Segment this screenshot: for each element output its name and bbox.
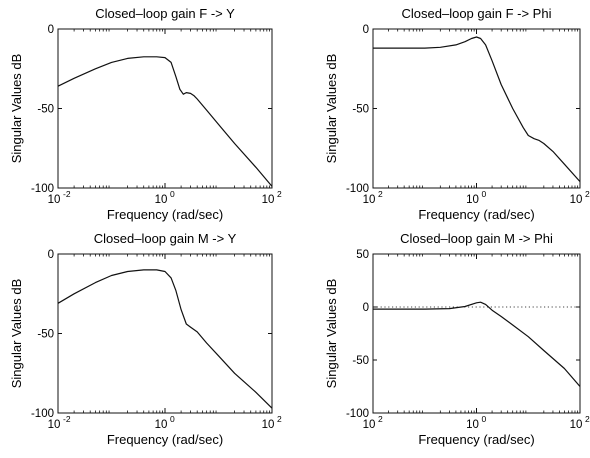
axes-box	[57, 28, 273, 189]
y-tick-label: -100	[346, 183, 369, 195]
x-axis-label: Frequency (rad/sec)	[107, 432, 223, 447]
y-axis-label: Singular Values dB	[324, 279, 339, 389]
x-tick-label: 10	[262, 419, 275, 431]
y-tick-label: -100	[31, 408, 54, 420]
y-axis-label: Singular Values dB	[9, 279, 24, 389]
x-tick-label: 10	[570, 419, 583, 431]
axes-box	[57, 253, 273, 414]
chart-title: Closed–loop gain F -> Phi	[402, 6, 552, 21]
x-tick-label: 10	[155, 419, 168, 431]
x-tick-exponent: 0	[170, 189, 175, 199]
x-tick-exponent: 2	[277, 414, 282, 424]
x-tick-label: 10	[155, 194, 168, 206]
x-tick-label: 10	[48, 194, 61, 206]
x-tick-label: 10	[570, 194, 583, 206]
x-tick-label: 10	[466, 194, 479, 206]
x-tick-exponent: 2	[585, 189, 590, 199]
axes-box	[372, 28, 581, 189]
y-tick-label: -50	[352, 104, 369, 116]
chart-title: Closed–loop gain F -> Y	[95, 6, 235, 21]
y-tick-label: 0	[363, 24, 369, 36]
y-tick-label: 0	[48, 249, 54, 261]
x-tick-label: 10	[262, 194, 275, 206]
singular-value-curve	[57, 56, 273, 187]
axes-box	[372, 253, 581, 414]
y-tick-label: -100	[31, 183, 54, 195]
y-tick-label: 50	[356, 249, 369, 261]
x-tick-exponent: -2	[63, 414, 71, 424]
x-axis-label: Frequency (rad/sec)	[418, 432, 534, 447]
y-tick-label: -50	[37, 329, 54, 341]
x-tick-exponent: 0	[482, 414, 487, 424]
y-tick-label: 0	[363, 302, 369, 314]
y-tick-label: 0	[48, 24, 54, 36]
x-axis-label: Frequency (rad/sec)	[418, 207, 534, 222]
y-tick-label: -100	[346, 408, 369, 420]
x-tick-exponent: 0	[482, 189, 487, 199]
x-axis-label: Frequency (rad/sec)	[107, 207, 223, 222]
singular-value-curve	[373, 301, 581, 387]
singular-value-curve	[373, 36, 581, 183]
x-tick-exponent: 2	[378, 189, 383, 199]
singular-value-curve	[57, 269, 273, 409]
x-tick-label: 10	[48, 419, 61, 431]
x-tick-exponent: 0	[170, 414, 175, 424]
y-tick-label: -50	[37, 104, 54, 116]
chart-title: Closed–loop gain M -> Phi	[400, 231, 553, 246]
y-tick-label: -50	[352, 355, 369, 367]
x-tick-label: 10	[363, 419, 376, 431]
x-tick-label: 10	[363, 194, 376, 206]
x-tick-exponent: -2	[63, 189, 71, 199]
chart-title: Closed–loop gain M -> Y	[94, 231, 237, 246]
x-tick-exponent: 2	[277, 189, 282, 199]
x-tick-label: 10	[466, 419, 479, 431]
x-tick-exponent: 2	[585, 414, 590, 424]
y-axis-label: Singular Values dB	[9, 54, 24, 164]
y-axis-label: Singular Values dB	[324, 54, 339, 164]
x-tick-exponent: 2	[378, 414, 383, 424]
